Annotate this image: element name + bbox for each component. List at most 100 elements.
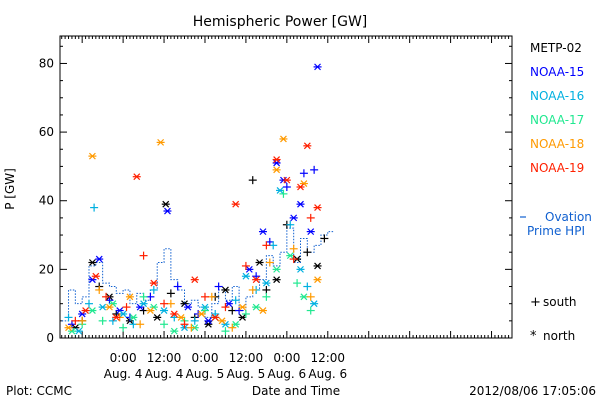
data-point-noaa-18: [258, 307, 267, 314]
data-point-noaa-18: [125, 293, 134, 301]
data-point-noaa-17: [221, 327, 230, 336]
y-tick-label: 80: [39, 56, 54, 70]
data-point-noaa-15: [224, 300, 233, 308]
data-point-noaa-16: [149, 285, 158, 294]
data-point-metp-02: [255, 259, 264, 266]
data-point-noaa-16: [241, 272, 250, 280]
data-point-metp-02: [221, 286, 230, 294]
data-point-metp-02: [139, 306, 148, 315]
data-point-noaa-18: [197, 310, 206, 318]
data-point-metp-02: [303, 248, 312, 257]
data-point-noaa-17: [262, 292, 271, 301]
data-point-noaa-15: [258, 228, 267, 236]
data-point-metp-02: [248, 176, 257, 185]
data-point-metp-02: [204, 320, 213, 328]
x-axis-label: Date and Time: [252, 384, 340, 398]
data-point-noaa-17: [272, 265, 281, 273]
data-point-noaa-18: [228, 323, 237, 332]
data-point-noaa-18: [272, 166, 281, 174]
data-point-noaa-18: [88, 152, 97, 160]
data-point-noaa-18: [218, 317, 227, 325]
data-point-noaa-16: [276, 187, 285, 194]
data-point-noaa-16: [108, 316, 117, 325]
data-point-noaa-19: [71, 316, 80, 325]
data-point-noaa-19: [221, 303, 230, 312]
data-point-noaa-16: [160, 307, 169, 314]
data-point-noaa-19: [252, 276, 261, 284]
legend-item-noaa-16: NOAA-16: [530, 89, 584, 103]
legend-item-noaa-18: NOAA-18: [530, 137, 584, 151]
y-tick-label: 60: [39, 125, 54, 139]
data-point-noaa-18: [136, 320, 145, 329]
x-tick-label-date: Aug. 5: [186, 367, 225, 381]
x-tick-label-date: Aug. 6: [308, 367, 347, 381]
x-tick-label-time: 0:00: [110, 351, 137, 365]
data-point-noaa-17: [293, 279, 302, 288]
data-point-noaa-18: [248, 285, 257, 294]
data-point-noaa-19: [81, 307, 90, 314]
y-axis-label: P [GW]: [3, 168, 17, 210]
data-point-noaa-16: [84, 299, 93, 308]
data-point-noaa-19: [102, 292, 111, 301]
data-point-noaa-18: [238, 303, 247, 311]
plot-frame: [59, 35, 513, 339]
chart-title: Hemispheric Power [GW]: [193, 14, 368, 30]
data-point-noaa-19: [132, 173, 141, 181]
data-point-metp-02: [238, 313, 247, 321]
plot-area: 0 20 40 60 80 0:00 Aug. 4 12:00 Aug. 4 0:00 Aug. 5…: [39, 35, 513, 381]
data-point-noaa-18: [313, 276, 322, 284]
data-point-noaa-19: [282, 176, 291, 184]
data-point-noaa-16: [310, 300, 319, 308]
data-point-noaa-15: [306, 228, 315, 236]
data-point-noaa-19: [190, 276, 199, 284]
x-tick-label-date: Aug. 4: [104, 367, 143, 381]
plot-timestamp: 2012/08/06 17:05:06: [469, 384, 596, 398]
data-point-noaa-19: [149, 279, 158, 287]
data-point-noaa-16: [286, 220, 295, 229]
legend-item-noaa-17: NOAA-17: [530, 113, 584, 127]
data-point-noaa-19: [303, 142, 312, 150]
data-point-noaa-15: [299, 169, 308, 178]
data-point-noaa-19: [170, 310, 179, 318]
marker-legend-glyph-north: *: [530, 329, 537, 344]
data-point-noaa-19: [112, 313, 121, 321]
data-point-noaa-16: [303, 282, 312, 291]
data-point-noaa-17: [231, 320, 240, 328]
data-point-metp-02: [166, 289, 175, 298]
data-point-metp-02: [88, 259, 97, 266]
x-tick-label-date: Aug. 6: [268, 367, 307, 381]
data-point-metp-02: [313, 262, 322, 270]
data-point-noaa-17: [306, 306, 315, 315]
data-point-noaa-17: [129, 313, 138, 321]
data-point-noaa-19: [289, 255, 298, 264]
data-point-noaa-15: [272, 159, 281, 167]
data-point-noaa-18: [64, 324, 73, 332]
data-point-noaa-18: [105, 303, 114, 311]
data-point-noaa-16: [74, 327, 83, 335]
data-point-noaa-19: [122, 303, 131, 312]
data-point-noaa-18: [279, 135, 288, 143]
data-point-noaa-16: [231, 296, 240, 305]
x-tick-label-date: Aug. 5: [227, 367, 266, 381]
legend: METP-02 NOAA-15 NOAA-16 NOAA-17 NOAA-18 NOAA-…: [520, 41, 592, 344]
data-point-noaa-19: [306, 213, 315, 222]
data-point-noaa-17: [279, 189, 288, 198]
data-point-noaa-18: [166, 299, 175, 308]
data-point-noaa-15: [105, 296, 114, 305]
ovation-legend-label-line2: Prime HPI: [527, 224, 585, 238]
data-point-noaa-16: [262, 279, 271, 287]
data-point-metp-02: [161, 200, 170, 208]
x-tick-label-time: 12:00: [147, 351, 182, 365]
legend-item-metp-02: METP-02: [530, 41, 582, 55]
data-point-noaa-15: [245, 265, 254, 273]
data-point-noaa-16: [119, 310, 128, 318]
data-point-noaa-16: [296, 265, 305, 273]
data-point-noaa-19: [241, 261, 250, 270]
data-point-noaa-17: [98, 316, 107, 325]
data-point-noaa-18: [177, 313, 186, 321]
data-point-noaa-18: [289, 244, 298, 253]
data-point-noaa-18: [146, 307, 155, 314]
data-point-noaa-19: [272, 156, 281, 163]
data-point-noaa-19: [91, 272, 100, 280]
